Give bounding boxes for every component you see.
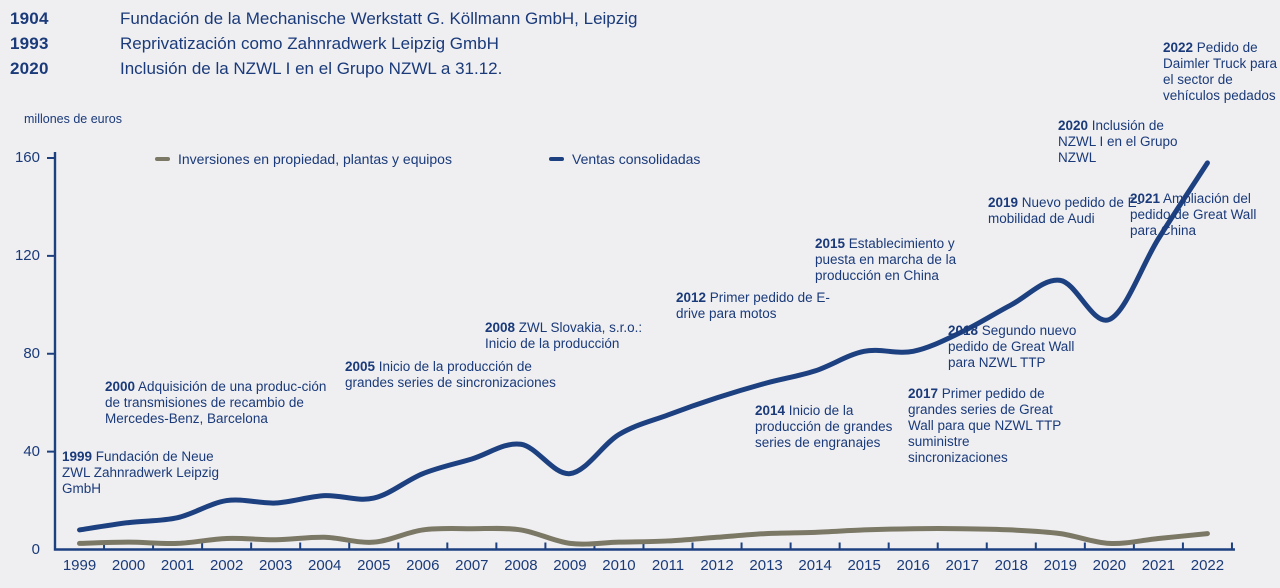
event-annotation-2017: 2017 Primer pedido de grandes series de … — [908, 386, 1071, 466]
milestone-text: Fundación de la Mechanische Werkstatt G.… — [120, 9, 638, 28]
y-axis-tick-label: 80 — [23, 344, 40, 362]
event-annotation-2022: 2022 Pedido de Daimler Truck para el sec… — [1163, 40, 1280, 104]
y-axis-tick-label: 120 — [14, 246, 40, 264]
event-annotation-2018: 2018 Segundo nuevo pedido de Great Wall … — [948, 323, 1098, 371]
x-axis-year-label: 2004 — [308, 557, 342, 574]
annotation-text: Segundo nuevo pedido de Great Wall para … — [948, 323, 1077, 370]
annotation-text: ZWL Slovakia, s.r.o.: Inicio de la produ… — [485, 320, 643, 351]
sales-line — [77, 160, 1210, 533]
x-axis-year-label: 2021 — [1141, 557, 1176, 574]
x-axis-year-label: 2014 — [798, 557, 832, 574]
x-axis-year-label: 2017 — [945, 557, 979, 574]
annotation-year: 2015 — [815, 236, 846, 251]
annotation-year: 2022 — [1163, 40, 1194, 55]
annotation-year: 2005 — [345, 359, 376, 374]
annotation-year: 2008 — [485, 320, 516, 335]
milestone-year: 2020 — [10, 59, 49, 78]
x-axis-year-label: 2006 — [406, 557, 440, 574]
x-axis-year-label: 2018 — [994, 557, 1028, 574]
milestone-text: Inclusión de la NZWL I en el Grupo NZWL … — [120, 59, 503, 78]
event-annotation-2008: 2008 ZWL Slovakia, s.r.o.: Inicio de la … — [485, 320, 660, 352]
annotation-year: 2018 — [948, 323, 979, 338]
annotation-year: 2000 — [105, 379, 136, 394]
x-axis-year-label: 2007 — [455, 557, 489, 574]
x-axis-year-label: 2002 — [209, 557, 244, 574]
company-milestones: 1904 Fundación de la Mechanische Werksta… — [10, 6, 638, 81]
legend-label-investments: Inversiones en propiedad, plantas y equi… — [178, 151, 452, 167]
x-axis-year-label: 2005 — [357, 557, 391, 574]
event-annotation-2015: 2015 Establecimiento y puesta en marcha … — [815, 236, 978, 284]
y-axis-unit-label: millones de euros — [24, 112, 122, 126]
x-axis-year-label: 2000 — [111, 557, 146, 574]
annotation-text: Inicio de la producción de grandes serie… — [345, 359, 556, 390]
milestone-row: 1904 Fundación de la Mechanische Werksta… — [10, 6, 638, 31]
x-axis-year-label: 2001 — [160, 557, 195, 574]
x-axis-year-label: 1999 — [62, 557, 97, 574]
annotation-text: Establecimiento y puesta en marcha de la… — [815, 236, 957, 283]
milestone-year: 1904 — [10, 9, 49, 28]
annotation-year: 2017 — [908, 386, 939, 401]
x-axis-year-label: 2015 — [847, 557, 881, 574]
x-axis-year-label: 2011 — [651, 557, 685, 574]
event-annotation-2005: 2005 Inicio de la producción de grandes … — [345, 359, 570, 391]
x-axis-year-label: 2003 — [258, 557, 293, 574]
milestone-row: 1993 Reprivatización como Zahnradwerk Le… — [10, 31, 638, 56]
x-axis-year-label: 2020 — [1092, 557, 1127, 574]
annotation-text: Ampliación del pedido de Great Wall para… — [1130, 191, 1257, 238]
milestone-year: 1993 — [10, 34, 49, 53]
x-axis-year-label: 2010 — [602, 557, 636, 574]
event-annotation-2021: 2021 Ampliación del pedido de Great Wall… — [1130, 191, 1273, 239]
y-axis-tick-label: 0 — [31, 540, 40, 558]
event-annotation-1999: 1999 Fundación de Neue ZWL Zahnradwerk L… — [62, 449, 232, 497]
event-annotation-2012: 2012 Primer pedido de E-drive para motos — [676, 290, 841, 322]
annotation-text: Adquisición de una produc-ción de transm… — [105, 379, 327, 426]
event-annotation-2014: 2014 Inicio de la producción de grandes … — [755, 403, 905, 451]
annotation-text: Primer pedido de E-drive para motos — [676, 290, 830, 321]
milestone-text: Reprivatización como Zahnradwerk Leipzig… — [120, 34, 499, 53]
x-axis-year-label: 2013 — [749, 557, 783, 574]
y-axis-tick-label: 40 — [23, 442, 40, 460]
legend-label-sales: Ventas consolidadas — [572, 151, 701, 167]
legend-item-investments: Inversiones en propiedad, plantas y equi… — [155, 151, 452, 167]
annotation-text: Pedido de Daimler Truck para el sector d… — [1163, 40, 1278, 103]
annotation-year: 2021 — [1130, 191, 1161, 206]
x-axis-year-label: 2022 — [1190, 557, 1225, 574]
x-axis-year-label: 2016 — [896, 557, 930, 574]
milestone-row: 2020 Inclusión de la NZWL I en el Grupo … — [10, 56, 638, 81]
annotation-text: Inclusión de NZWL I en el Grupo NZWL — [1058, 118, 1178, 165]
annotation-text: Fundación de Neue ZWL Zahnradwerk Leipzi… — [62, 449, 220, 496]
annotation-text: Primer pedido de grandes series de Great… — [908, 386, 1062, 465]
event-annotation-2000: 2000 Adquisición de una produc-ción de t… — [105, 379, 345, 427]
x-axis-year-label: 2008 — [504, 557, 538, 574]
investments-line — [77, 525, 1210, 547]
x-axis-year-label: 2012 — [700, 557, 734, 574]
annotation-text: Nuevo pedido de E-mobilidad de Audi — [988, 195, 1142, 226]
event-annotation-2019: 2019 Nuevo pedido de E-mobilidad de Audi — [988, 195, 1158, 227]
annotation-year: 1999 — [62, 449, 93, 464]
event-annotation-2020: 2020 Inclusión de NZWL I en el Grupo NZW… — [1058, 118, 1188, 166]
annotation-year: 2019 — [988, 195, 1019, 210]
annotation-year: 2014 — [755, 403, 786, 418]
x-axis-year-label: 2019 — [1043, 557, 1077, 574]
sales-line-swatch-icon — [549, 157, 564, 161]
annotation-year: 2020 — [1058, 118, 1089, 133]
annotation-text: Inicio de la producción de grandes serie… — [755, 403, 893, 450]
y-axis-tick-label: 160 — [14, 149, 40, 166]
legend-item-sales: Ventas consolidadas — [549, 151, 700, 167]
x-axis-year-label: 2009 — [553, 557, 587, 574]
annotation-year: 2012 — [676, 290, 707, 305]
investments-line-swatch-icon — [155, 157, 170, 161]
